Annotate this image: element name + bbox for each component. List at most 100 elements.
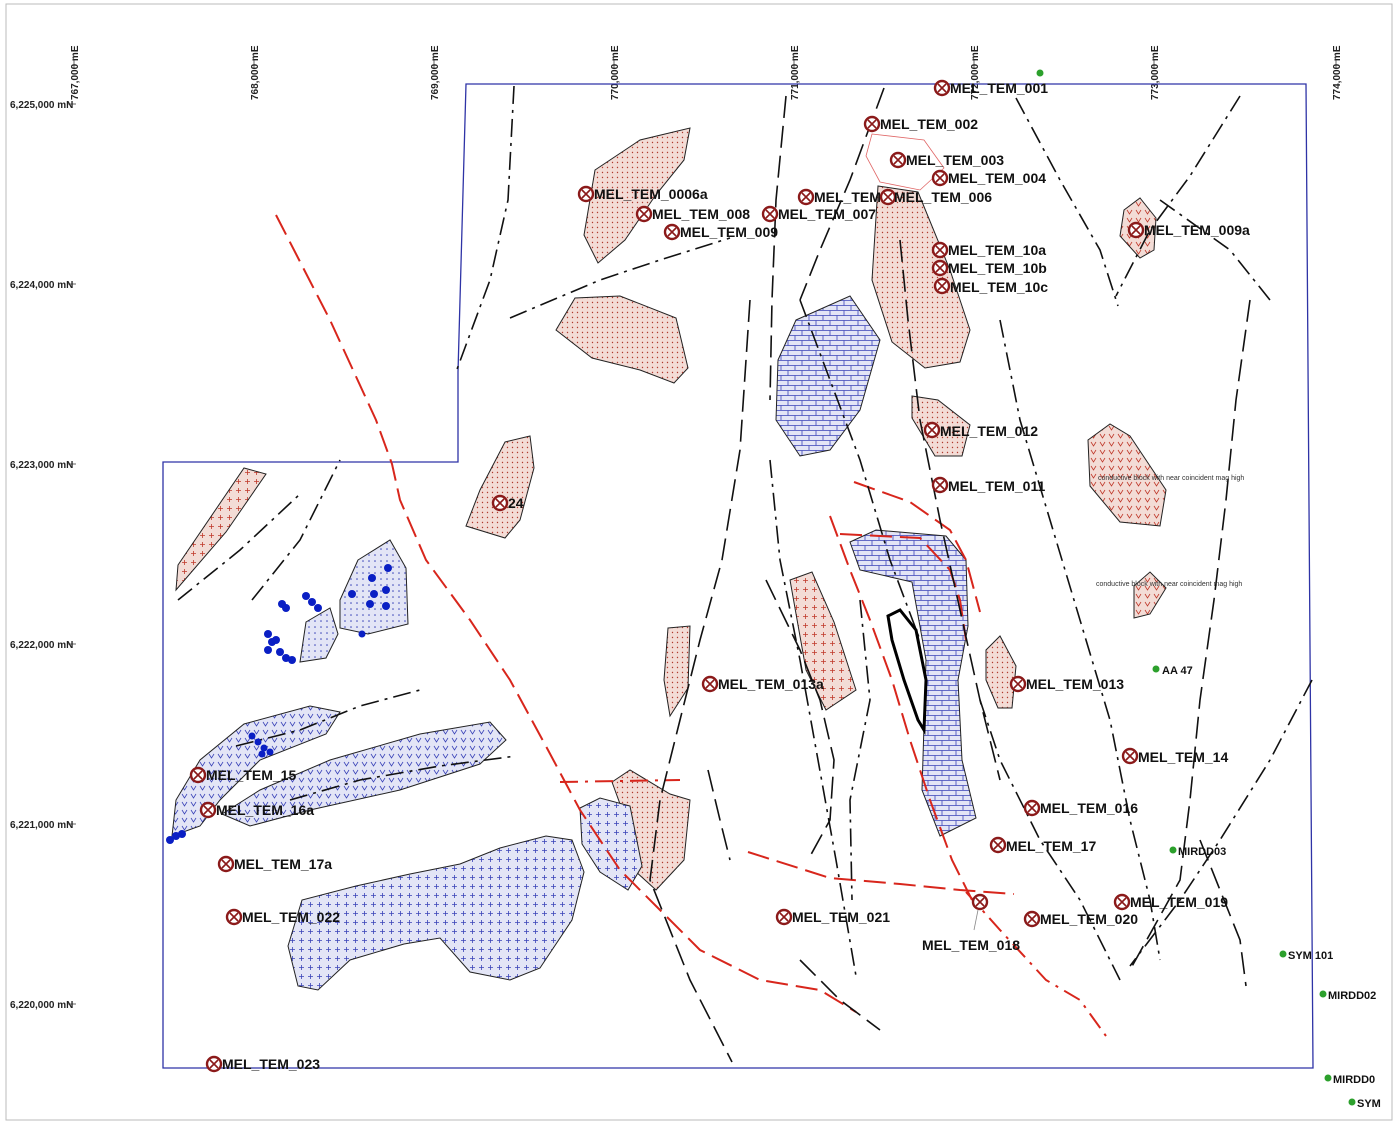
target-marker[interactable] [931,259,949,277]
target-label: MEL_TEM_10b [948,260,1047,276]
easting-label: 769,000 mE [430,45,441,100]
target-marker[interactable] [205,1055,223,1073]
target-marker[interactable] [189,766,207,784]
easting-label: 772,000 mE [970,45,981,100]
target-marker[interactable] [701,675,719,693]
drillhole-label: SYM 101 [1288,950,1333,962]
drillhole-marker[interactable] [1169,846,1177,854]
northing-label: 6,224,000 mN [10,280,73,291]
target-label: MEL_TEM_16a [216,802,314,818]
annotation-note: conductive block with near coincident ma… [1096,581,1242,588]
target-marker[interactable] [1113,893,1131,911]
pink-unit [175,467,267,592]
target-label: MEL_TEM_006 [894,189,992,205]
grid-ticks [68,60,1337,1005]
drillhole-marker[interactable] [1279,950,1287,958]
target-marker[interactable] [989,836,1007,854]
drillhole-marker[interactable] [1152,665,1160,673]
blue-unit [299,607,339,663]
easting-label: 774,000 mE [1332,45,1343,100]
target-label: MEL_TEM_10c [950,279,1048,295]
blue-unit [849,529,977,837]
target-label: MEL_TEM_009 [680,224,778,240]
target-marker[interactable] [879,188,897,206]
blue-point-cluster [166,564,392,844]
target-label: MEL_TEM_17a [234,856,332,872]
target-label: MEL_TEM_10a [948,242,1046,258]
target-label: MEL_TEM_021 [792,909,890,925]
drillhole-marker[interactable] [1348,1098,1356,1106]
drillhole-label: AA 47 [1162,665,1193,677]
drillhole-marker[interactable] [1319,990,1327,998]
target-marker[interactable] [1023,799,1041,817]
geology-units [171,127,1167,991]
target-marker[interactable] [1121,747,1139,765]
target-label: MEL_TEM_007 [778,206,876,222]
target-label: MEL_TEM_013 [1026,676,1124,692]
easting-label: 770,000 mE [610,45,621,100]
drillholes: AA 47 MIRDD03 SYM 101 MIRDD02 MIRDD0 SYM [1036,69,1381,1110]
easting-label: 771,000 mE [790,45,801,100]
target-label: MEL_TEM_023 [222,1056,320,1072]
target-marker[interactable] [217,855,235,873]
target-label: MEL_TEM [814,189,881,205]
annotation-note: conductive block with near coincident ma… [1098,475,1244,482]
pink-unit [1133,571,1167,619]
northing-label: 6,222,000 mN [10,640,73,651]
target-marker[interactable] [491,494,509,512]
target-marker[interactable] [577,185,595,203]
map-frame [5,3,1393,1121]
target-label: MEL_TEM_001 [950,80,1048,96]
target-marker[interactable] [931,241,949,259]
target-marker[interactable] [923,421,941,439]
blue-unit [287,835,585,991]
northing-label: 6,223,000 mN [10,460,73,471]
drillhole-label: MIRDD03 [1178,846,1226,858]
blue-unit [579,797,643,891]
target-marker[interactable] [797,188,815,206]
target-marker[interactable] [199,801,217,819]
blue-unit [220,721,507,827]
target-label: MEL_TEM_008 [652,206,750,222]
target-marker[interactable] [889,151,907,169]
pink-unit [911,395,971,457]
target-marker[interactable] [761,205,779,223]
pink-unit [663,625,691,718]
target-marker[interactable] [635,205,653,223]
target-marker[interactable] [1127,221,1145,239]
target-marker[interactable] [225,908,243,926]
pink-unit [465,435,535,539]
drillhole-marker[interactable] [1036,69,1044,77]
target-label: MEL_TEM_0006a [594,186,708,202]
northing-labels: 6,225,000 mN 6,224,000 mN 6,223,000 mN 6… [10,100,73,1011]
target-marker[interactable] [663,223,681,241]
target-label: MEL_TEM_17 [1006,838,1096,854]
target-label: MEL_TEM_003 [906,152,1004,168]
target-label: MEL_TEM_009a [1144,222,1250,238]
pink-unit [789,571,857,711]
em-targets: MEL_TEM_001 MEL_TEM_002 MEL_TEM_003 MEL_… [189,79,1250,1073]
pink-unit [985,635,1017,709]
target-marker[interactable] [933,277,951,295]
target-marker[interactable] [863,115,881,133]
red-faults [275,214,1107,1037]
target-marker[interactable] [971,893,989,911]
target-label: MEL_TEM_15 [206,767,296,783]
target-marker[interactable] [931,476,949,494]
drillhole-label: MIRDD0 [1333,1074,1375,1086]
drillhole-marker[interactable] [1324,1074,1332,1082]
target-marker[interactable] [1023,910,1041,928]
pink-unit [555,295,689,384]
northing-label: 6,220,000 mN [10,1000,73,1011]
conductor-loop [886,608,928,736]
target-marker[interactable] [933,79,951,97]
black-faults [177,85,1313,1063]
target-marker[interactable] [775,908,793,926]
target-label: MEL_TEM_14 [1138,749,1228,765]
target-marker[interactable] [1009,675,1027,693]
target-marker[interactable] [931,169,949,187]
target-label: 24 [508,495,524,511]
target-label: MEL_TEM_022 [242,909,340,925]
target-label: MEL_TEM_012 [940,423,1038,439]
